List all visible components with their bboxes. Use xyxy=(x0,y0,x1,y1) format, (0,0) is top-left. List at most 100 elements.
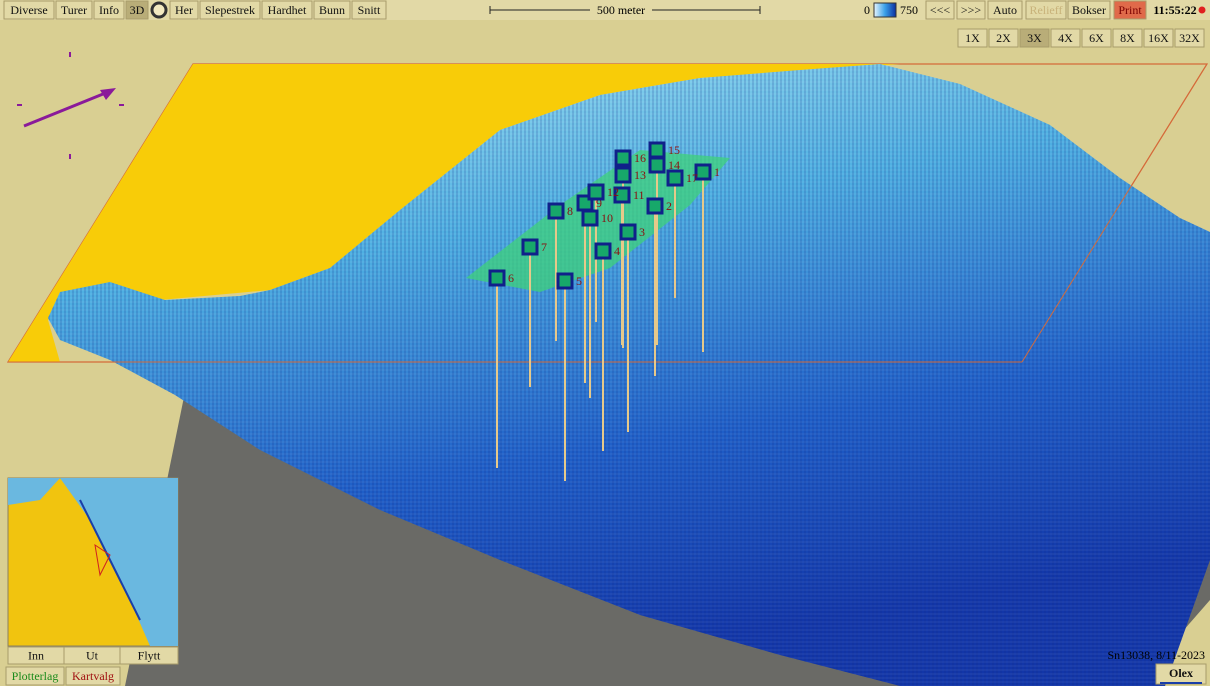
button[interactable]: 3X xyxy=(1027,31,1042,45)
marker[interactable] xyxy=(646,197,664,215)
button-bg[interactable] xyxy=(1113,0,1147,20)
marker[interactable] xyxy=(648,156,666,174)
depth-gradient xyxy=(873,2,897,18)
button-bg[interactable] xyxy=(3,0,55,20)
status-indicator xyxy=(1198,6,1206,14)
button[interactable]: Inn xyxy=(28,648,44,662)
button-bg[interactable] xyxy=(1112,28,1143,48)
marker[interactable] xyxy=(614,166,632,184)
button[interactable]: Info xyxy=(99,3,119,17)
marker[interactable] xyxy=(594,242,612,260)
button[interactable]: Hardhet xyxy=(268,3,307,17)
button[interactable]: Relieff xyxy=(1029,3,1062,17)
marker-label: 6 xyxy=(508,271,514,285)
marker[interactable] xyxy=(488,269,506,287)
button-bg[interactable] xyxy=(1019,28,1050,48)
button-bg[interactable] xyxy=(956,0,986,20)
marker[interactable] xyxy=(581,209,599,227)
button[interactable]: 2X xyxy=(996,31,1011,45)
marker-label: 11 xyxy=(633,188,645,202)
button[interactable]: Bokser xyxy=(1072,3,1106,17)
button-bg[interactable] xyxy=(125,0,149,20)
marker-label: 13 xyxy=(634,168,646,182)
button[interactable]: <<< xyxy=(930,3,951,17)
button[interactable]: Her xyxy=(175,3,193,17)
button-bg[interactable] xyxy=(5,666,65,686)
land xyxy=(8,64,900,362)
button[interactable]: 16X xyxy=(1148,31,1169,45)
clock: 11:55:22 xyxy=(1153,3,1196,17)
marker[interactable] xyxy=(666,169,684,187)
button-bg[interactable] xyxy=(119,646,179,665)
button-bg[interactable] xyxy=(261,0,313,20)
marker-label: 9 xyxy=(596,196,602,210)
marker-label: 1 xyxy=(714,165,720,179)
button[interactable]: Ut xyxy=(86,648,99,662)
plane-edge xyxy=(1021,63,1208,363)
target-icon[interactable] xyxy=(150,1,168,19)
button[interactable]: 4X xyxy=(1058,31,1073,45)
marker-label: 15 xyxy=(668,143,680,157)
marker[interactable] xyxy=(619,223,637,241)
inset-map xyxy=(7,477,179,647)
button[interactable]: Snitt xyxy=(358,3,381,17)
button-bg[interactable] xyxy=(169,0,199,20)
button[interactable]: Auto xyxy=(993,3,1017,17)
scale-label: 500 meter xyxy=(597,3,645,17)
marker-label: 8 xyxy=(567,204,573,218)
button-bg[interactable] xyxy=(1025,0,1067,20)
button[interactable]: >>> xyxy=(961,3,982,17)
button-bg[interactable] xyxy=(1067,0,1111,20)
button[interactable]: Print xyxy=(1118,3,1142,17)
button[interactable]: 6X xyxy=(1089,31,1104,45)
button-bg[interactable] xyxy=(1143,28,1174,48)
button[interactable]: Kartvalg xyxy=(72,669,114,683)
button[interactable]: Plotterlag xyxy=(12,669,59,683)
marker-label: 14 xyxy=(668,158,680,172)
button[interactable]: Diverse xyxy=(10,3,47,17)
marker[interactable] xyxy=(694,163,712,181)
serial: Sn13038, 8/11-2023 xyxy=(1107,648,1205,662)
button-bg[interactable] xyxy=(957,28,988,48)
brand: Olex xyxy=(1169,666,1193,680)
button-bg[interactable] xyxy=(987,0,1023,20)
marker[interactable] xyxy=(613,186,631,204)
marker-label: 5 xyxy=(576,274,582,288)
button-bg[interactable] xyxy=(1081,28,1112,48)
marker-label: 3 xyxy=(639,225,645,239)
button[interactable]: 32X xyxy=(1179,31,1200,45)
button[interactable]: Slepestrek xyxy=(205,3,255,17)
button[interactable]: Turer xyxy=(61,3,87,17)
marker[interactable] xyxy=(614,149,632,167)
button-bg[interactable] xyxy=(925,0,955,20)
button[interactable]: 8X xyxy=(1120,31,1135,45)
button-bg[interactable] xyxy=(65,666,121,686)
button-bg[interactable] xyxy=(199,0,261,20)
marker[interactable] xyxy=(587,183,605,201)
button-bg[interactable] xyxy=(93,0,125,20)
button-bg[interactable] xyxy=(1174,28,1205,48)
marker-label: 10 xyxy=(601,211,613,225)
depth-min: 0 xyxy=(864,3,870,17)
marker-label: 7 xyxy=(541,240,547,254)
depth-max: 750 xyxy=(900,3,918,17)
button-bg[interactable] xyxy=(1050,28,1081,48)
button-bg[interactable] xyxy=(988,28,1019,48)
marker[interactable] xyxy=(648,141,666,159)
marker[interactable] xyxy=(547,202,565,220)
marker-label: 17 xyxy=(686,171,698,185)
marker[interactable] xyxy=(521,238,539,256)
marker[interactable] xyxy=(556,272,574,290)
button[interactable]: 3D xyxy=(130,3,145,17)
button-bg[interactable] xyxy=(313,0,351,20)
button[interactable]: Flytt xyxy=(138,648,161,662)
marker-label: 12 xyxy=(607,185,619,199)
button[interactable]: Bunn xyxy=(319,3,345,17)
marker-label: 16 xyxy=(634,151,646,165)
button-bg[interactable] xyxy=(351,0,387,20)
marker-label: 2 xyxy=(666,199,672,213)
button-bg[interactable] xyxy=(55,0,93,20)
button[interactable]: 1X xyxy=(965,31,980,45)
